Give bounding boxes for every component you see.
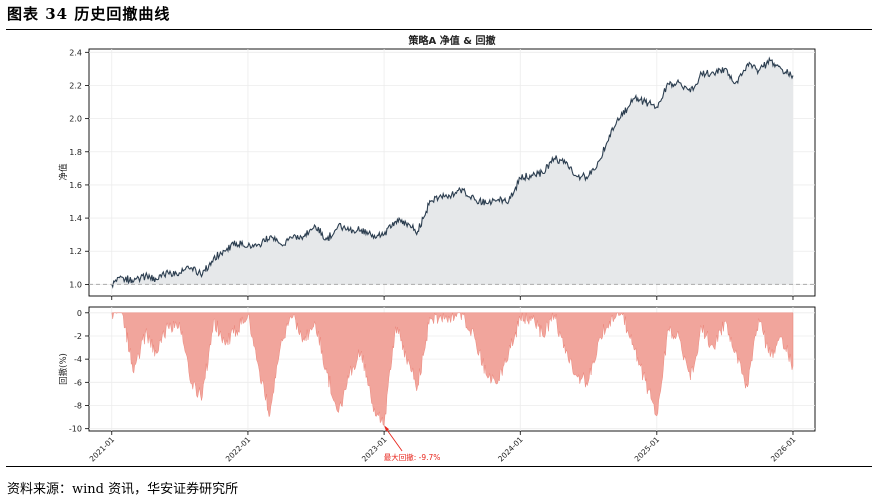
x-tick-label: 2022-01: [224, 435, 253, 464]
y-tick-label: 2.0: [69, 115, 82, 124]
annotation-arrowhead: [384, 425, 390, 432]
annotation-label: 最大回撤: -9.7%: [384, 452, 441, 462]
equity-y-ticks: 1.0 1.2 1.4 1.6 1.8 2.0 2.2 2.4: [69, 48, 89, 289]
bottom-rule: [6, 466, 872, 467]
y-tick-label: 1.2: [69, 247, 82, 256]
y-tick-label: 1.6: [69, 181, 82, 190]
drawdown-area: [111, 312, 794, 426]
source-note: 资料来源：wind 资讯，华安证券研究所: [7, 482, 239, 497]
panel-title: 策略A 净值 & 回撤: [409, 34, 496, 47]
figure-title: 图表 34 历史回撤曲线: [7, 5, 171, 23]
y-tick-label: -10: [69, 425, 82, 434]
annotation-arrow: [384, 426, 403, 452]
drawdown-y-label: 回撤(%): [58, 353, 69, 385]
equity-line: [111, 56, 794, 289]
x-tick-label: 2024-01: [496, 435, 525, 464]
drawdown-x-ticks: 2021-01 2022-01 2023-01 2024-01 2025-01 2026-…: [88, 431, 798, 464]
equity-y-label: 净值: [58, 163, 69, 181]
y-tick-label: 0: [77, 309, 82, 318]
max-drawdown-annotation: 最大回撤: -9.7%: [384, 425, 441, 462]
top-rule: [6, 29, 872, 30]
y-tick-label: 1.4: [69, 214, 82, 223]
y-tick-label: -4: [74, 355, 82, 364]
y-tick-label: 2.4: [69, 48, 82, 57]
equity-x-tick-marks: [111, 296, 794, 300]
y-tick-label: 1.8: [69, 148, 82, 157]
x-tick-label: 2021-01: [88, 435, 117, 464]
y-tick-label: -6: [74, 378, 82, 387]
y-tick-label: -8: [74, 402, 82, 411]
x-tick-label: 2026-01: [769, 435, 798, 464]
x-tick-label: 2025-01: [633, 435, 662, 464]
drawdown-y-ticks: 0 -2 -4 -6 -8 -10: [69, 309, 89, 434]
y-tick-label: 2.2: [69, 81, 82, 90]
y-tick-label: 1.0: [69, 280, 82, 289]
y-tick-label: -2: [74, 332, 82, 341]
